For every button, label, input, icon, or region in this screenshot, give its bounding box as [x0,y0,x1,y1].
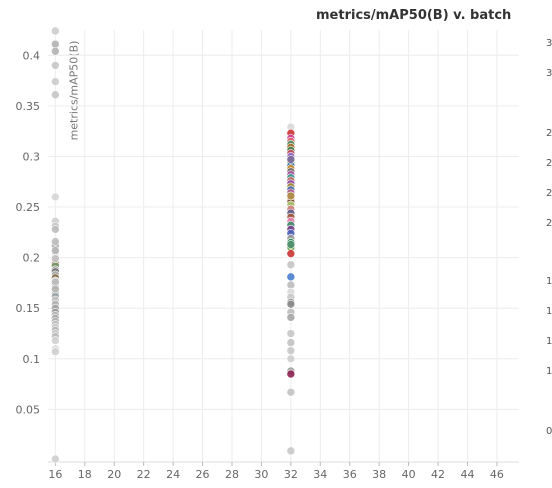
x-tick-label: 22 [137,468,151,481]
y-tick-label: 0.05 [16,403,41,416]
data-point [51,237,60,246]
data-point [286,354,296,364]
data-point [51,77,60,86]
x-tick-label: 42 [431,468,445,481]
data-point [286,369,296,379]
right-panel-tick-label: 3 [546,68,552,79]
data-point [286,329,296,338]
data-point [286,338,296,347]
x-tick-label: 28 [225,468,239,481]
x-tick-label: 18 [78,468,92,481]
y-tick-label: 0.35 [16,100,41,113]
x-tick-label: 20 [107,468,121,481]
data-point [286,249,296,258]
data-point [286,446,296,456]
data-point [51,225,60,234]
data-point [51,347,60,357]
data-point [286,346,296,356]
right-panel-tick-label: 0 [546,426,552,437]
right-panel-tick-label: 1 [546,366,552,377]
y-tick-label: 0.1 [23,353,41,366]
data-point [51,246,60,255]
y-tick-label: 0.4 [23,49,41,62]
data-point [51,336,60,345]
chart-title: metrics/mAP50(B) v. batch [316,8,512,23]
x-tick-label: 16 [48,468,62,481]
data-point [51,454,60,464]
data-point [51,46,60,56]
x-tick-label: 32 [284,468,298,481]
data-point [286,191,296,201]
right-panel-tick-label: 1 [546,306,552,317]
data-point [286,313,296,322]
right-panel-tick-label: 2 [546,218,552,229]
right-panel-tick-label: 1 [546,336,552,347]
x-tick-label: 26 [196,468,210,481]
data-point [286,387,296,397]
x-tick-label: 40 [402,468,416,481]
x-tick-label: 30 [254,468,268,481]
data-point [286,240,296,249]
right-panel-tick-label: 2 [546,128,552,139]
x-tick-label: 24 [166,468,180,481]
x-tick-label: 38 [372,468,386,481]
data-point [51,26,60,36]
data-point [286,272,296,282]
right-panel-tick-label: 2 [546,188,552,199]
data-point [51,90,60,100]
data-point [51,254,60,263]
x-tick-label: 34 [313,468,327,481]
data-point [286,299,296,309]
right-panel-tick-label: 3 [546,38,552,49]
data-point [51,61,60,70]
right-panel-tick-label: 1 [546,276,552,287]
right-panel-tick-label: 2 [546,158,552,169]
y-tick-label: 0.25 [16,201,41,214]
x-tick-label: 46 [490,468,504,481]
x-tick-label: 44 [460,468,474,481]
y-tick-label: 0.3 [23,150,41,163]
data-point [286,260,296,270]
x-tick-label: 36 [343,468,357,481]
y-tick-label: 0.2 [23,252,41,265]
data-point [51,192,60,202]
y-tick-label: 0.15 [16,302,41,315]
data-point [286,155,296,164]
data-point [51,284,60,294]
